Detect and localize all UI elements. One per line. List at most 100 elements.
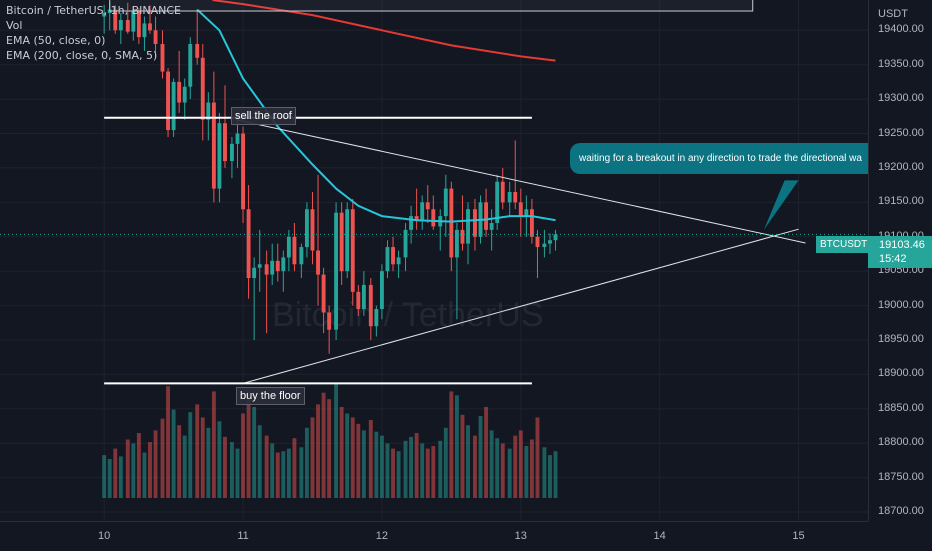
sell-the-roof-label[interactable]: sell the roof — [231, 107, 296, 125]
gridlines — [0, 0, 868, 521]
legend-ema200[interactable]: EMA (200, close, 0, SMA, 5) — [6, 49, 158, 62]
volume-bar — [548, 455, 552, 498]
volume-bar — [345, 413, 350, 498]
candle-body — [409, 216, 414, 230]
time-axis[interactable] — [0, 521, 868, 551]
candle-body — [270, 260, 275, 275]
price-tick-label: 19300.00 — [878, 92, 924, 105]
volume-bar — [160, 418, 165, 498]
candle-body — [200, 57, 205, 120]
volume-bar — [195, 404, 200, 498]
candle-body — [316, 250, 320, 275]
price-tick-label: 18800.00 — [878, 436, 924, 449]
volume-bar — [206, 427, 211, 498]
chart-legend: Bitcoin / TetherUS, 1h, BINANCE Vol EMA … — [6, 3, 181, 63]
candle-body — [420, 202, 425, 220]
volume-bar — [107, 459, 112, 498]
candle-body — [513, 192, 518, 203]
volume-bar — [361, 430, 366, 498]
candle-body — [542, 243, 547, 248]
candle-body — [241, 133, 245, 210]
volume-bar — [292, 438, 297, 498]
candle-body — [310, 209, 315, 251]
volume-bar — [438, 440, 443, 498]
candle-body — [229, 143, 234, 162]
candle-body — [131, 11, 136, 32]
volume-bar — [484, 407, 489, 498]
candle-body — [275, 260, 280, 272]
symbol-watermark: Bitcoin / TetherUS — [272, 296, 544, 334]
candle-body — [379, 271, 384, 310]
candle-body — [548, 240, 552, 244]
volume-bar — [281, 451, 286, 498]
candle-body — [489, 222, 494, 230]
breakout-callout[interactable]: waiting for a breakout in any direction … — [570, 143, 868, 174]
price-tick-label: 18700.00 — [878, 505, 924, 518]
volume-bar — [524, 446, 529, 498]
volume-bar — [316, 404, 320, 498]
volume-bar — [385, 443, 390, 498]
candle-body — [524, 209, 529, 217]
trendline-drawings — [0, 0, 868, 385]
volume-bar — [368, 420, 373, 498]
volume-bar — [391, 448, 395, 498]
volume-bar — [420, 443, 425, 498]
volume-bar — [409, 436, 414, 498]
volume-bar — [379, 435, 384, 498]
candle-body — [327, 312, 332, 330]
candle-body — [171, 81, 176, 131]
volume-bar — [542, 447, 547, 498]
date-tick-label: 10 — [98, 530, 111, 542]
candle-body — [334, 212, 339, 330]
volume-bar — [118, 456, 123, 498]
volume-bar — [252, 407, 257, 498]
legend-title[interactable]: Bitcoin / TetherUS, 1h, BINANCE — [6, 4, 182, 17]
volume-bar — [235, 448, 240, 498]
candle-body — [188, 44, 193, 87]
candle-body — [166, 71, 170, 131]
symbol-badge: BTCUSDT — [816, 236, 872, 253]
candle-body — [403, 229, 408, 258]
candle-body — [356, 291, 361, 310]
volume-bar — [454, 395, 459, 498]
candle-body — [195, 44, 200, 58]
candle-body — [425, 202, 430, 210]
volume-bar — [223, 436, 227, 498]
legend-ema50[interactable]: EMA (50, close, 0) — [6, 34, 106, 47]
volume-bar — [241, 413, 245, 498]
volume-bar — [553, 451, 558, 498]
candle-body — [391, 247, 395, 265]
price-tick-label: 19000.00 — [878, 298, 924, 311]
candle-body — [454, 229, 459, 258]
ema200-line — [212, 0, 556, 62]
date-tick-label: 11 — [237, 530, 249, 542]
candle-body — [153, 30, 158, 45]
volume-bar — [246, 391, 251, 498]
volume-bar — [529, 439, 534, 498]
volume-bar — [466, 425, 470, 498]
price-tick-label: 18850.00 — [878, 401, 924, 414]
volume-bar — [473, 435, 477, 498]
volume-bar — [200, 417, 205, 498]
candle-body — [361, 284, 366, 310]
candle-body — [113, 9, 118, 31]
volume-bar — [350, 417, 355, 498]
volume-bar — [414, 433, 419, 498]
volume-bar — [211, 391, 216, 498]
candlestick-series — [102, 2, 558, 354]
candle-body — [223, 123, 227, 162]
candle-body — [281, 257, 286, 272]
buy-the-floor-label[interactable]: buy the floor — [236, 387, 305, 405]
date-tick-label: 13 — [514, 530, 527, 542]
candle-body — [211, 102, 216, 189]
last-price-badge: 19103.46 15:42 — [868, 236, 932, 268]
volume-bar — [142, 452, 147, 498]
volume-bar — [374, 431, 379, 498]
candle-body — [177, 81, 182, 103]
ema50-line — [196, 8, 556, 223]
ema-lines — [196, 0, 556, 223]
legend-volume[interactable]: Vol — [6, 19, 23, 32]
candle-body — [136, 11, 141, 38]
candle-body — [286, 236, 291, 258]
